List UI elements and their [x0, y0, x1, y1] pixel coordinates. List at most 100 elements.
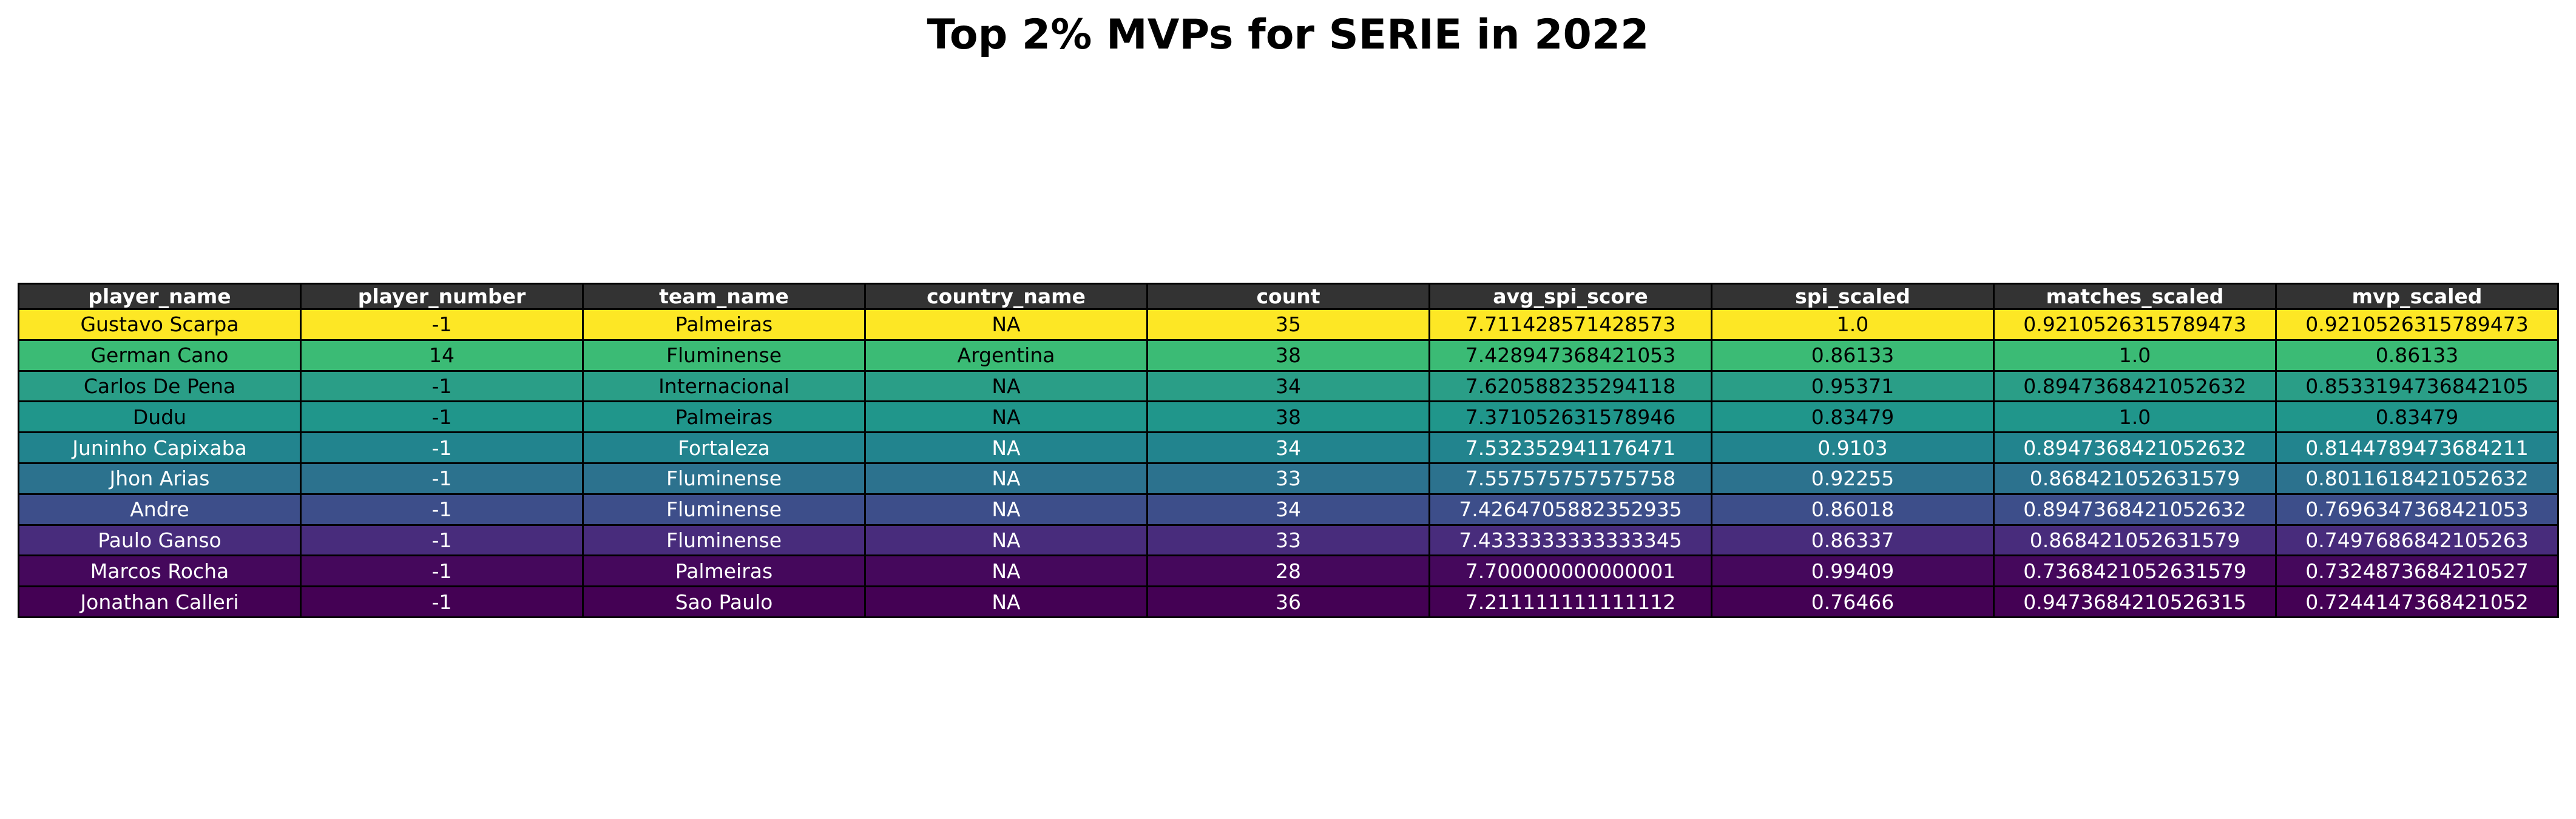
table-cell-count: 34 [1146, 431, 1430, 464]
table-cell-mvp-scaled: 0.8144789473684211 [2275, 431, 2559, 464]
table-cell-matches-scaled: 1.0 [1993, 400, 2277, 434]
table-cell-mvp-scaled: 0.83479 [2275, 400, 2559, 434]
table-cell-matches-scaled: 0.868421052631579 [1993, 524, 2277, 557]
table-cell-country-name: NA [864, 369, 1148, 403]
table-cell-avg-spi-score: 7.428947368421053 [1428, 339, 1712, 372]
table-cell-team-name: Fortaleza [582, 431, 866, 464]
table-cell-player-name: Jhon Arias [18, 462, 302, 495]
table-cell-player-name: Gustavo Scarpa [18, 308, 302, 341]
table-cell-spi-scaled: 0.92255 [1711, 462, 1995, 495]
table-cell-player-name: Paulo Ganso [18, 524, 302, 557]
table-cell-team-name: Fluminense [582, 462, 866, 495]
table-cell-player-number: 14 [300, 339, 584, 372]
table-cell-team-name: Sao Paulo [582, 585, 866, 618]
table-cell-spi-scaled: 0.86018 [1711, 493, 1995, 526]
column-header-team-name: team_name [582, 283, 866, 310]
table-row: Gustavo Scarpa -1 Palmeiras NA 35 7.711428571… [18, 308, 2559, 341]
table-cell-player-name: Carlos De Pena [18, 369, 302, 403]
table-cell-avg-spi-score: 7.4264705882352935 [1428, 493, 1712, 526]
column-header-count: count [1146, 283, 1430, 310]
table-cell-country-name: NA [864, 400, 1148, 434]
table-cell-team-name: Palmeiras [582, 400, 866, 434]
column-header-spi-scaled: spi_scaled [1711, 283, 1995, 310]
chart-title: Top 2% MVPs for SERIE in 2022 [927, 11, 1649, 59]
table-cell-player-number: -1 [300, 400, 584, 434]
table-cell-mvp-scaled: 0.86133 [2275, 339, 2559, 372]
table-row: Jonathan Calleri -1 Sao Paulo NA 36 7.2111111… [18, 585, 2559, 618]
table-cell-mvp-scaled: 0.9210526315789473 [2275, 308, 2559, 341]
table-cell-player-number: -1 [300, 493, 584, 526]
column-header-country-name: country_name [864, 283, 1148, 310]
table-cell-spi-scaled: 0.86337 [1711, 524, 1995, 557]
table-cell-matches-scaled: 0.8947368421052632 [1993, 493, 2277, 526]
table-cell-avg-spi-score: 7.711428571428573 [1428, 308, 1712, 341]
table-cell-player-number: -1 [300, 431, 584, 464]
table-cell-avg-spi-score: 7.4333333333333345 [1428, 524, 1712, 557]
table-cell-count: 28 [1146, 554, 1430, 588]
table-cell-matches-scaled: 0.8947368421052632 [1993, 431, 2277, 464]
column-header-avg-spi-score: avg_spi_score [1428, 283, 1712, 310]
column-header-mvp-scaled: mvp_scaled [2275, 283, 2559, 310]
table-cell-team-name: Palmeiras [582, 308, 866, 341]
table-cell-matches-scaled: 0.9210526315789473 [1993, 308, 2277, 341]
table-cell-country-name: NA [864, 493, 1148, 526]
table-cell-team-name: Internacional [582, 369, 866, 403]
table-cell-player-number: -1 [300, 369, 584, 403]
table-cell-count: 33 [1146, 524, 1430, 557]
table-cell-country-name: NA [864, 554, 1148, 588]
table-cell-country-name: NA [864, 585, 1148, 618]
table-cell-mvp-scaled: 0.7244147368421052 [2275, 585, 2559, 618]
table-cell-avg-spi-score: 7.620588235294118 [1428, 369, 1712, 403]
column-header-player-name: player_name [18, 283, 302, 310]
table-cell-player-name: Jonathan Calleri [18, 585, 302, 618]
mvp-table: player_name player_number team_name country… [18, 283, 2559, 618]
column-header-player-number: player_number [300, 283, 584, 310]
table-cell-team-name: Fluminense [582, 493, 866, 526]
table-cell-count: 38 [1146, 400, 1430, 434]
table-cell-player-number: -1 [300, 462, 584, 495]
table-row: Dudu -1 Palmeiras NA 38 7.371052631578946 0.83… [18, 400, 2559, 434]
table-cell-matches-scaled: 0.9473684210526315 [1993, 585, 2277, 618]
table-cell-spi-scaled: 0.9103 [1711, 431, 1995, 464]
table-cell-count: 33 [1146, 462, 1430, 495]
table-cell-avg-spi-score: 7.557575757575758 [1428, 462, 1712, 495]
table-cell-spi-scaled: 0.83479 [1711, 400, 1995, 434]
column-header-matches-scaled: matches_scaled [1993, 283, 2277, 310]
table-cell-country-name: NA [864, 462, 1148, 495]
table-row: Juninho Capixaba -1 Fortaleza NA 34 7.5323529… [18, 431, 2559, 464]
table-cell-country-name: NA [864, 524, 1148, 557]
table-row: Paulo Ganso -1 Fluminense NA 33 7.43333333333… [18, 524, 2559, 557]
table-body: Gustavo Scarpa -1 Palmeiras NA 35 7.711428571… [18, 308, 2559, 618]
table-cell-avg-spi-score: 7.532352941176471 [1428, 431, 1712, 464]
table-cell-avg-spi-score: 7.371052631578946 [1428, 400, 1712, 434]
table-cell-matches-scaled: 0.8947368421052632 [1993, 369, 2277, 403]
table-cell-country-name: NA [864, 308, 1148, 341]
table-cell-player-number: -1 [300, 554, 584, 588]
table-cell-player-name: Marcos Rocha [18, 554, 302, 588]
table-row: Carlos De Pena -1 Internacional NA 34 7.62058… [18, 369, 2559, 403]
table-cell-matches-scaled: 0.7368421052631579 [1993, 554, 2277, 588]
table-cell-spi-scaled: 0.86133 [1711, 339, 1995, 372]
table-cell-count: 34 [1146, 493, 1430, 526]
table-cell-country-name: NA [864, 431, 1148, 464]
table-cell-matches-scaled: 0.868421052631579 [1993, 462, 2277, 495]
table-cell-count: 34 [1146, 369, 1430, 403]
table-header-row: player_name player_number team_name country… [18, 283, 2559, 310]
table-row: Andre -1 Fluminense NA 34 7.4264705882352935 0… [18, 493, 2559, 526]
table-cell-avg-spi-score: 7.700000000000001 [1428, 554, 1712, 588]
table-row: German Cano 14 Fluminense Argentina 38 7.4289… [18, 339, 2559, 372]
table-cell-team-name: Palmeiras [582, 554, 866, 588]
table-cell-mvp-scaled: 0.7696347368421053 [2275, 493, 2559, 526]
table-cell-spi-scaled: 0.95371 [1711, 369, 1995, 403]
table-cell-player-number: -1 [300, 308, 584, 341]
table-cell-count: 35 [1146, 308, 1430, 341]
table-cell-avg-spi-score: 7.211111111111112 [1428, 585, 1712, 618]
table-cell-matches-scaled: 1.0 [1993, 339, 2277, 372]
table-row: Marcos Rocha -1 Palmeiras NA 28 7.70000000000… [18, 554, 2559, 588]
table-cell-count: 38 [1146, 339, 1430, 372]
table-cell-team-name: Fluminense [582, 339, 866, 372]
table-cell-player-name: Andre [18, 493, 302, 526]
table-cell-player-number: -1 [300, 585, 584, 618]
table-cell-count: 36 [1146, 585, 1430, 618]
table-cell-mvp-scaled: 0.7324873684210527 [2275, 554, 2559, 588]
